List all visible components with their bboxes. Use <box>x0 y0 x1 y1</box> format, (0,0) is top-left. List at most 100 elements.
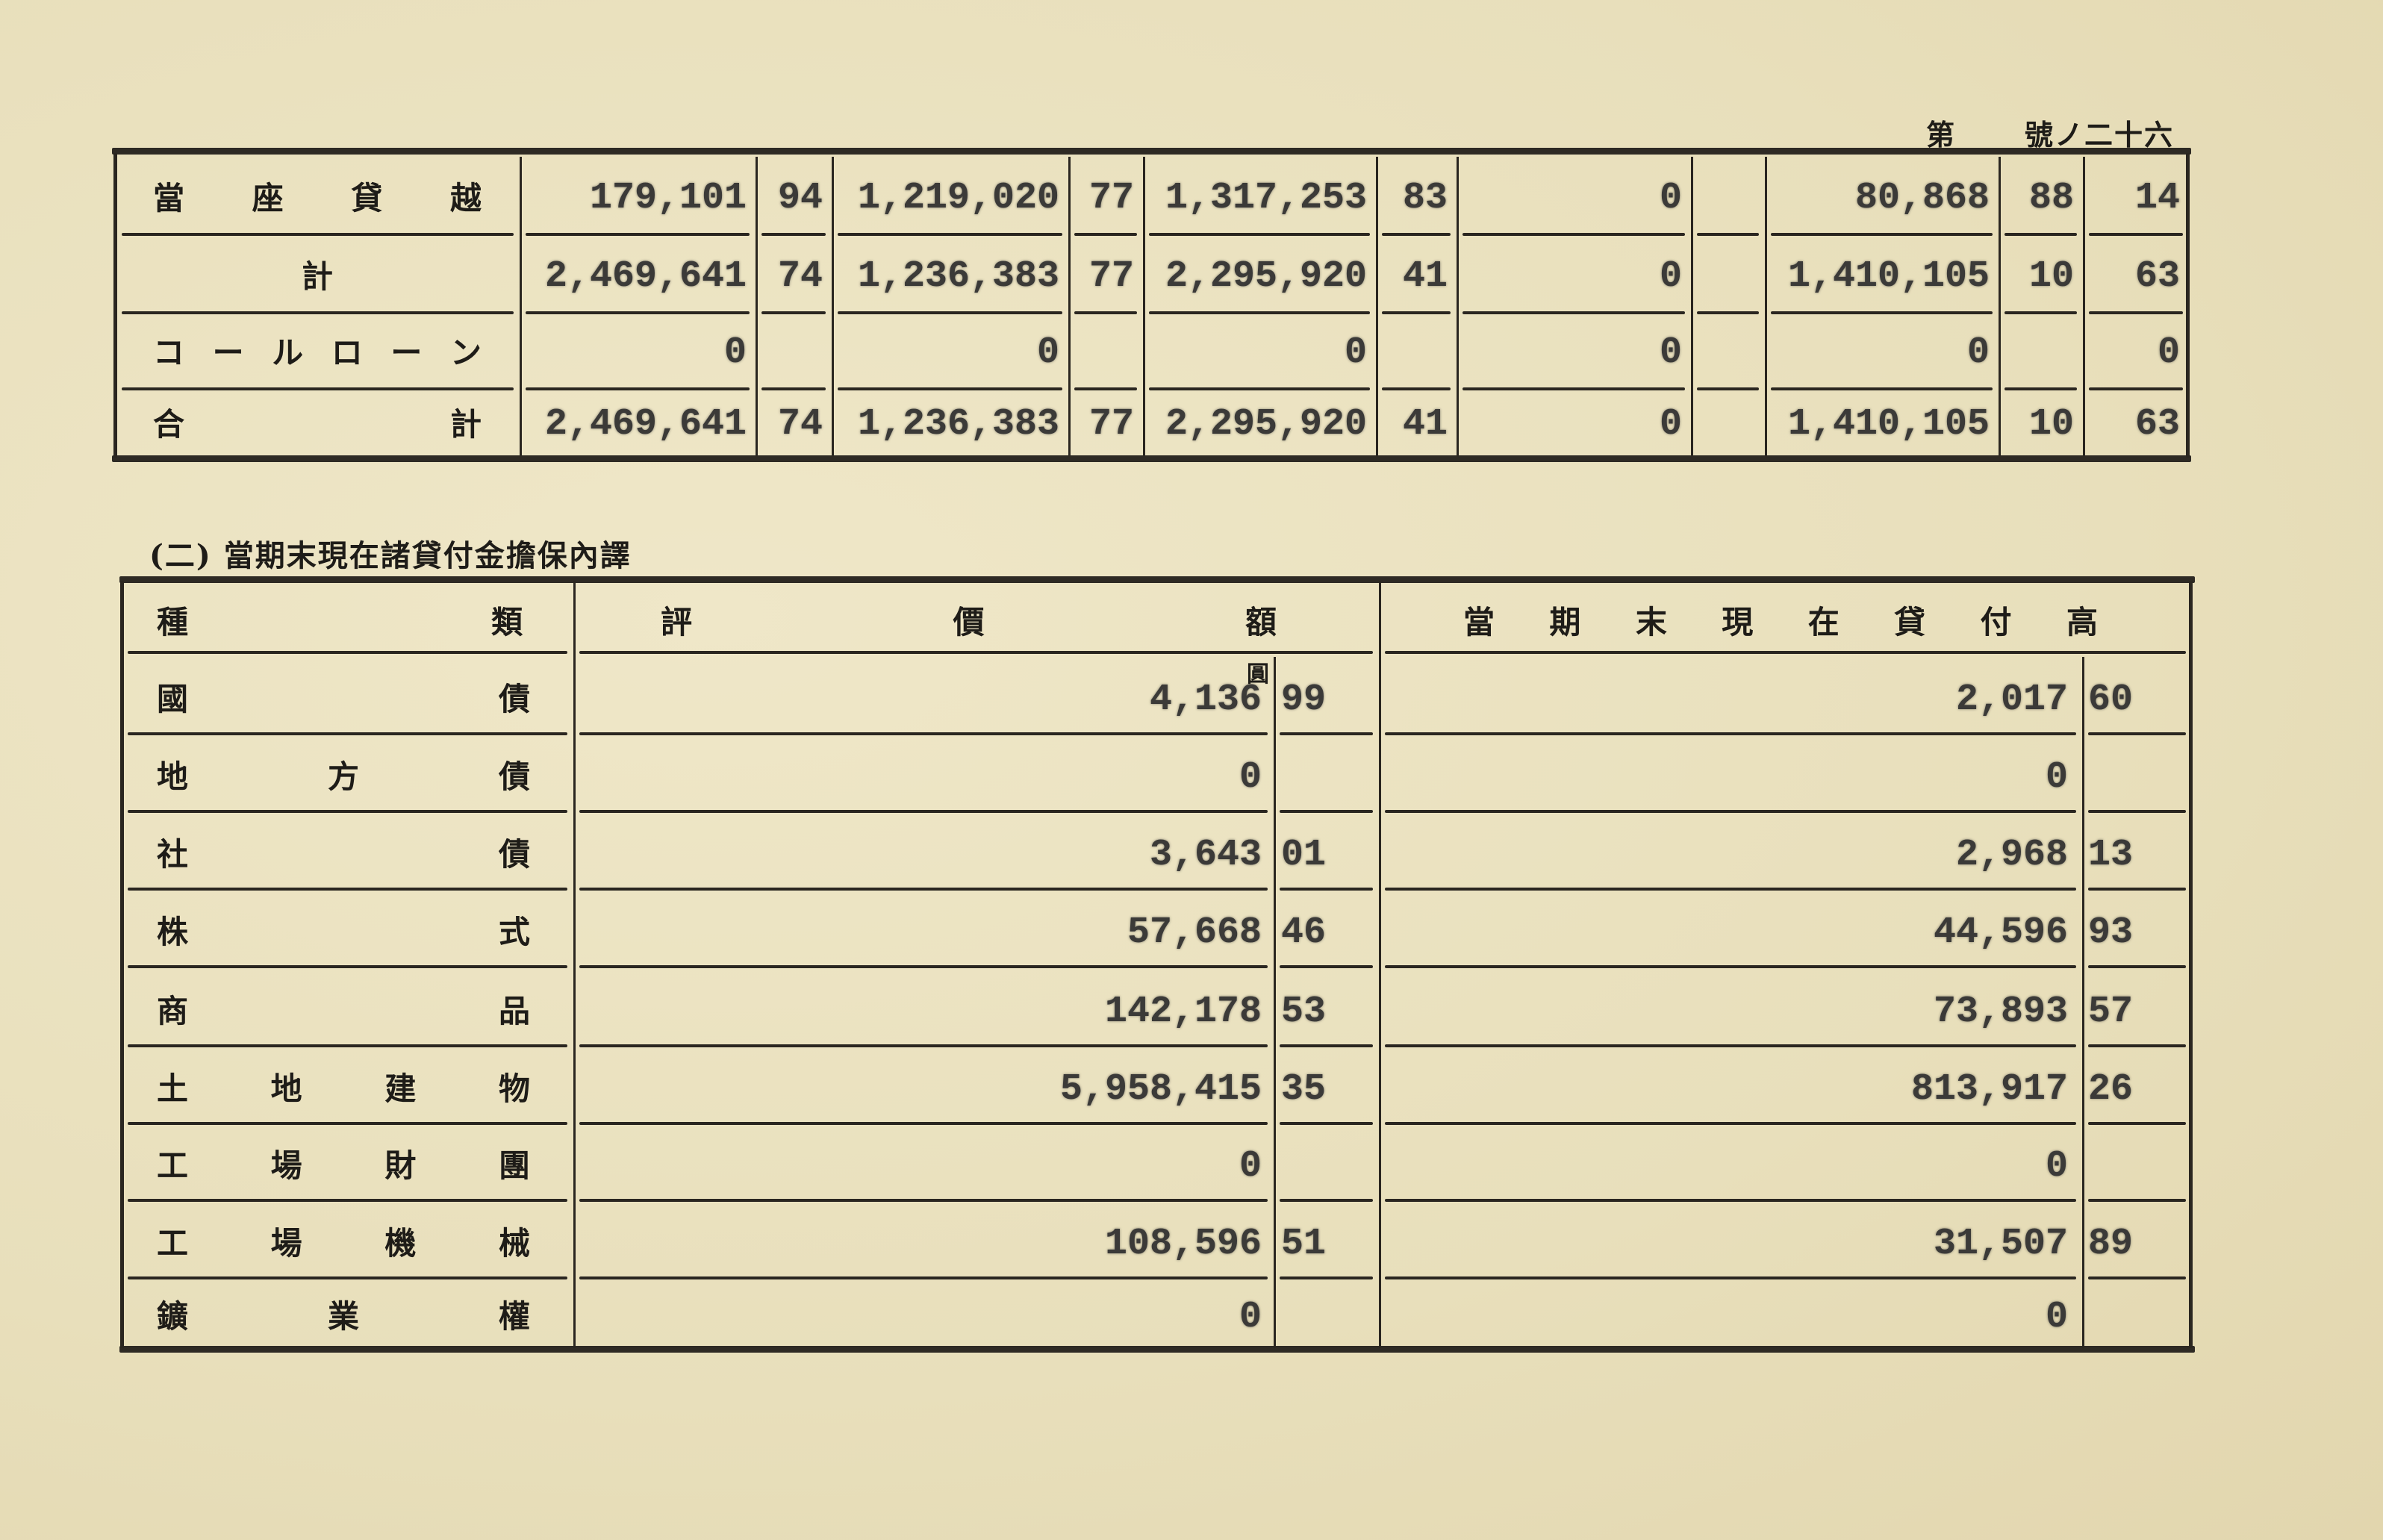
row-divider <box>2089 311 2183 314</box>
row-label: 鑛業權 <box>157 1291 530 1337</box>
label-char: 債 <box>498 758 530 795</box>
valuation-amount: 4,136 <box>1149 679 1262 721</box>
loan-balance-amount: 44,596 <box>1933 911 2068 954</box>
label-char: 地 <box>157 758 189 795</box>
table1-cell-c1c: 94 <box>777 177 823 219</box>
label-char: 當 <box>1463 604 1495 640</box>
row-divider <box>1462 311 1685 314</box>
row-label: 工場機械 <box>157 1218 530 1264</box>
table1-cell-c4: 0 <box>1659 255 1682 298</box>
label-char: 在 <box>1807 604 1840 640</box>
table1-cell-c1: 0 <box>723 331 747 374</box>
header-divider <box>128 651 567 654</box>
table1-cell-c6c: 10 <box>2028 255 2074 298</box>
table1-cell-c4: 0 <box>1659 403 1682 446</box>
row-divider <box>1462 387 1685 390</box>
table1-cell-c1: 2,469,641 <box>544 403 747 446</box>
table1-cell-c3c: 41 <box>1402 403 1448 446</box>
table-bottom-border <box>112 455 2191 462</box>
label-char: 物 <box>498 1070 530 1107</box>
label-char: 株 <box>157 914 189 950</box>
row-divider <box>579 1122 1268 1125</box>
row-label: 商品 <box>157 986 530 1032</box>
label-char: 評 <box>661 604 693 640</box>
column-divider <box>573 581 576 1348</box>
table1-cell-c6c: 88 <box>2028 177 2074 219</box>
row-label: 合計 <box>153 399 482 445</box>
column-divider <box>1379 581 1381 1348</box>
table1-cell-c1c: 74 <box>777 255 823 298</box>
row-divider <box>2089 233 2183 236</box>
row-divider <box>1280 1122 1373 1125</box>
row-divider <box>2088 1044 2186 1047</box>
row-divider <box>2088 1199 2186 1202</box>
label-char: 商 <box>157 993 189 1029</box>
loan-balance-sen: 26 <box>2088 1068 2134 1111</box>
label-char: 高 <box>2066 604 2098 640</box>
row-divider <box>128 888 567 891</box>
page-header-number: 號ノ二十六 <box>2025 118 2175 152</box>
loan-balance-sen: 89 <box>2088 1223 2134 1265</box>
label-char: 場 <box>270 1147 302 1184</box>
row-divider <box>1385 1199 2076 1202</box>
row-divider <box>1385 1044 2076 1047</box>
label-char: 工 <box>157 1147 189 1184</box>
row-divider <box>1385 888 2076 891</box>
column-divider <box>1691 157 1693 455</box>
table1-cell-c3: 2,295,920 <box>1165 403 1367 446</box>
label-char: 貸 <box>1894 604 1926 640</box>
row-divider <box>579 732 1268 735</box>
label-char: 業 <box>327 1298 359 1335</box>
valuation-amount: 0 <box>1239 1145 1262 1188</box>
column-divider <box>1376 157 1378 455</box>
valuation-amount: 142,178 <box>1104 991 1262 1033</box>
row-divider <box>838 233 1062 236</box>
row-divider <box>128 1276 567 1279</box>
label-char: 權 <box>498 1298 530 1335</box>
label-char: 當 <box>153 180 185 216</box>
valuation-amount: 57,668 <box>1127 911 1262 954</box>
loan-balance-amount: 0 <box>2045 1145 2068 1188</box>
table1-cell-c6: 0 <box>1966 331 1990 374</box>
table1-cell-c6: 1,410,105 <box>1787 403 1990 446</box>
row-divider <box>1382 311 1451 314</box>
table1-cell-c7: 0 <box>2157 331 2180 374</box>
row-divider <box>128 1044 567 1047</box>
header-loan-balance: 當期末現在貸付高 <box>1463 597 2098 643</box>
table1-cell-c4: 0 <box>1659 331 1682 374</box>
table1-cell-c1: 179,101 <box>589 177 747 219</box>
header-valuation: 評價額 <box>661 597 1277 643</box>
column-divider <box>1765 157 1767 455</box>
label-char: ー <box>390 334 423 371</box>
valuation-sen: 99 <box>1281 679 1327 721</box>
label-char: ン <box>449 334 482 371</box>
label-char: ル <box>272 334 304 371</box>
row-divider <box>128 1122 567 1125</box>
row-divider <box>1771 387 1993 390</box>
table1-cell-c2c: 77 <box>1088 403 1134 446</box>
row-divider <box>1280 1199 1373 1202</box>
header-type: 種類 <box>157 597 523 643</box>
valuation-amount: 3,643 <box>1149 834 1262 876</box>
label-char: 機 <box>384 1225 417 1262</box>
table1-cell-c3: 0 <box>1344 331 1367 374</box>
label-char: 座 <box>252 180 284 216</box>
label-char: 方 <box>327 758 359 795</box>
row-label: 國債 <box>157 674 530 720</box>
header-divider <box>579 651 1373 654</box>
loan-balance-amount: 0 <box>2045 756 2068 799</box>
row-divider <box>2088 1276 2186 1279</box>
label-char: 品 <box>498 993 530 1029</box>
table1-cell-c4: 0 <box>1659 177 1682 219</box>
row-divider <box>128 965 567 968</box>
label-char: 額 <box>1245 604 1277 640</box>
label-char: ロ <box>331 334 363 371</box>
column-divider <box>1457 157 1459 455</box>
valuation-sen: 46 <box>1281 911 1327 954</box>
unit-yen: 圓 <box>1247 661 1269 688</box>
row-divider <box>2088 732 2186 735</box>
row-divider <box>1149 233 1370 236</box>
loan-balance-amount: 2,017 <box>1955 679 2068 721</box>
row-divider <box>579 1276 1268 1279</box>
loan-balance-amount: 73,893 <box>1933 991 2068 1033</box>
